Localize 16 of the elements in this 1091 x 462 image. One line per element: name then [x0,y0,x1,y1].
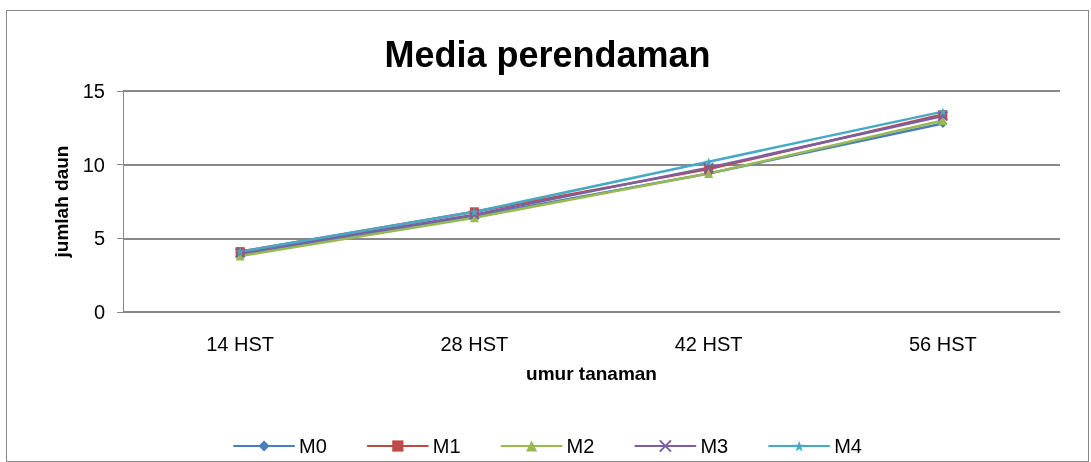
y-tick-label: 15 [82,80,105,102]
y-tick-label: 0 [93,301,105,323]
x-axis-title: umur tanaman [526,363,657,384]
y-tick-label: 5 [93,227,105,250]
x-tick-label: 42 HST [674,333,743,355]
y-axis-title: jumlah daun [51,145,72,259]
x-tick-label: 28 HST [440,333,509,355]
legend-label: M1 [432,435,461,457]
legend-label: M0 [299,435,327,457]
legend-label: M4 [834,435,862,457]
chart-title: Media perendaman [384,33,711,75]
x-tick-label: 14 HST [206,333,275,355]
y-tick-label: 10 [82,153,105,176]
legend-label: M3 [700,435,729,457]
x-tick-label: 56 HST [908,333,977,355]
legend-label: M2 [566,435,595,457]
